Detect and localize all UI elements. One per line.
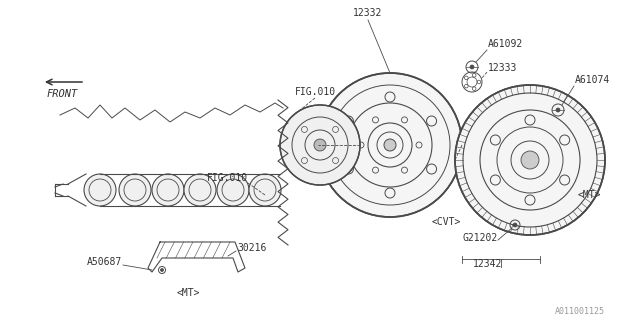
- Circle shape: [161, 268, 163, 271]
- Text: FRONT: FRONT: [47, 89, 78, 99]
- Circle shape: [521, 151, 539, 169]
- Circle shape: [84, 174, 116, 206]
- Text: A50687: A50687: [87, 257, 122, 267]
- Text: <MT>: <MT>: [578, 190, 602, 200]
- Text: 12333: 12333: [488, 63, 517, 73]
- Circle shape: [280, 105, 360, 185]
- Circle shape: [119, 174, 151, 206]
- Text: FIG.010: FIG.010: [294, 87, 335, 97]
- Text: 12342: 12342: [474, 259, 502, 269]
- Text: <MT>: <MT>: [176, 288, 200, 298]
- Circle shape: [249, 174, 281, 206]
- Text: <CVT>: <CVT>: [432, 217, 461, 227]
- Circle shape: [318, 73, 462, 217]
- Text: A011001125: A011001125: [555, 307, 605, 316]
- Circle shape: [470, 65, 474, 69]
- Text: A61092: A61092: [488, 39, 524, 49]
- Text: A61074: A61074: [575, 75, 611, 85]
- Circle shape: [556, 108, 560, 112]
- Circle shape: [513, 223, 517, 227]
- Text: FIG.010: FIG.010: [207, 173, 248, 183]
- Circle shape: [384, 139, 396, 151]
- Circle shape: [217, 174, 249, 206]
- Circle shape: [455, 85, 605, 235]
- Text: 30216: 30216: [237, 243, 266, 253]
- Circle shape: [314, 139, 326, 151]
- Text: G21202: G21202: [462, 233, 497, 243]
- Circle shape: [184, 174, 216, 206]
- Text: 12332: 12332: [353, 8, 383, 18]
- Circle shape: [152, 174, 184, 206]
